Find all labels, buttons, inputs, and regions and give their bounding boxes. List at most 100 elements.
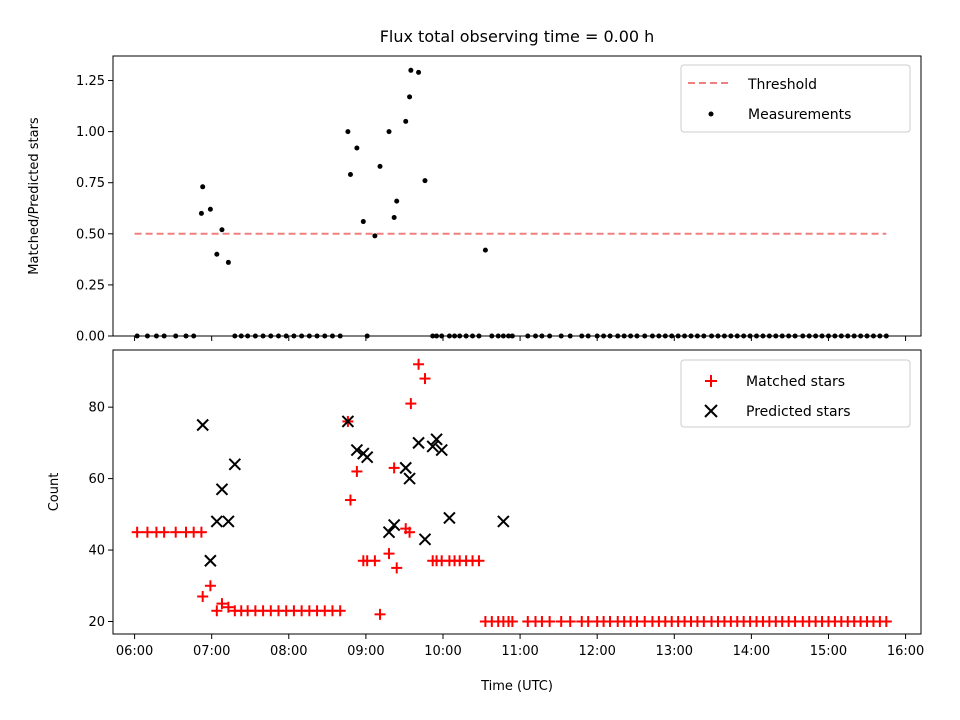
predicted-star-point [196,418,209,432]
matched-star-point [544,615,556,627]
top-panel-frame [112,55,922,337]
x-tick-label: 10:00 [424,644,461,659]
matched-star-point [195,526,207,538]
measurement-point [207,206,213,212]
measurement-point [391,214,397,220]
measurement-point [558,333,564,339]
measurement-point [813,333,819,339]
measurement-point [701,333,707,339]
legend-predicted-swatch [704,404,718,418]
measurement-point [291,333,297,339]
x-tick-label: 12:00 [578,644,615,659]
measurement-point [662,333,668,339]
measurement-point [792,333,798,339]
measurement-point [489,333,495,339]
bottom-plot-area [131,358,892,627]
measurement-point [800,333,806,339]
predicted-star-point [228,458,242,471]
bottom-x-ticks: 06:00 07:00 08:00 09:00 10:00 11:00 12:00 13:00… [116,634,924,659]
measurement-point [386,129,392,135]
x-tick-label: 09:00 [347,644,384,659]
predicted-star-point [412,436,425,450]
matched-star-point [391,562,403,574]
measurement-point [594,333,600,339]
matched-star-point [222,601,234,613]
measurement-point [509,333,515,339]
legend-matched-label: Matched stars [746,374,845,390]
measurement-point [585,333,591,339]
top-y-tick-label: 0.50 [76,227,105,242]
measurement-point [416,69,422,75]
bottom-y-ticks: 20 40 60 80 [88,401,113,630]
measurement-point [845,333,851,339]
measurement-point [628,333,634,339]
matched-star-point [564,615,576,627]
matched-star-point [344,494,356,506]
measurement-point [238,333,244,339]
matched-star-point [204,580,216,592]
measurement-point [709,333,715,339]
measurement-point [198,210,204,216]
predicted-star-point [204,554,217,567]
measurement-point [337,333,343,339]
matched-star-point [170,526,182,538]
predicted-star-point [430,433,443,446]
measurement-point [408,67,414,73]
x-axis-label: Time (UTC) [480,679,553,694]
x-tick-label: 06:00 [116,644,153,659]
legend-measurements-swatch [708,111,714,117]
measurement-point [463,333,469,339]
matched-star-point [211,605,223,617]
top-y-tick-label: 0.25 [76,278,105,293]
predicted-star-point [426,440,439,453]
matched-star-point [405,398,417,410]
measurement-point [457,333,463,339]
measurement-point [766,333,772,339]
matched-star-point [473,555,485,567]
legend-threshold-label: Threshold [747,77,817,93]
bottom-panel: 20 40 60 80 06:00 07:00 08:00 09:00 10:00 11:00 1… [47,349,924,694]
measurement-point [734,333,740,339]
matched-star-point [158,526,170,538]
bottom-y-tick-label: 60 [88,472,105,487]
x-tick-label: 07:00 [193,644,230,659]
measurement-point [482,247,488,253]
measurement-point [452,333,458,339]
measurement-point [219,227,225,233]
top-y-ticks: 0.00 0.25 0.50 0.75 1.00 1.25 [76,74,113,345]
measurement-point [430,333,436,339]
bottom-y-tick-label: 20 [88,615,105,630]
x-tick-label: 14:00 [733,644,770,659]
measurement-point [669,333,675,339]
measurement-point [525,333,531,339]
top-plot-area [134,67,889,339]
matched-star-point [216,598,228,610]
measurement-point [615,333,621,339]
legend-matched-swatch [705,375,717,387]
measurement-point [345,129,351,135]
measurement-point [754,333,760,339]
measurement-point [825,333,831,339]
measurement-point [422,178,428,184]
bottom-y-tick-label: 40 [88,544,105,559]
measurement-point [403,118,409,124]
measurement-point [446,333,452,339]
matched-star-point [334,605,346,617]
x-tick-label: 11:00 [501,644,538,659]
predicted-star-point [443,511,456,525]
measurement-point [134,333,140,339]
measurement-point [760,333,766,339]
measurement-point [721,333,727,339]
measurement-point [500,333,506,339]
measurement-point [347,172,353,178]
bottom-y-axis-label: Count [47,473,62,512]
bottom-legend: Matched stars Predicted stars [680,359,911,428]
measurement-point [439,333,445,339]
x-tick-label: 08:00 [270,644,307,659]
measurement-point [394,198,400,204]
bottom-legend-box [680,359,911,428]
x-tick-label: 16:00 [887,644,924,659]
predicted-star-point [435,443,448,457]
measurement-point [682,333,688,339]
measurement-point [191,333,197,339]
